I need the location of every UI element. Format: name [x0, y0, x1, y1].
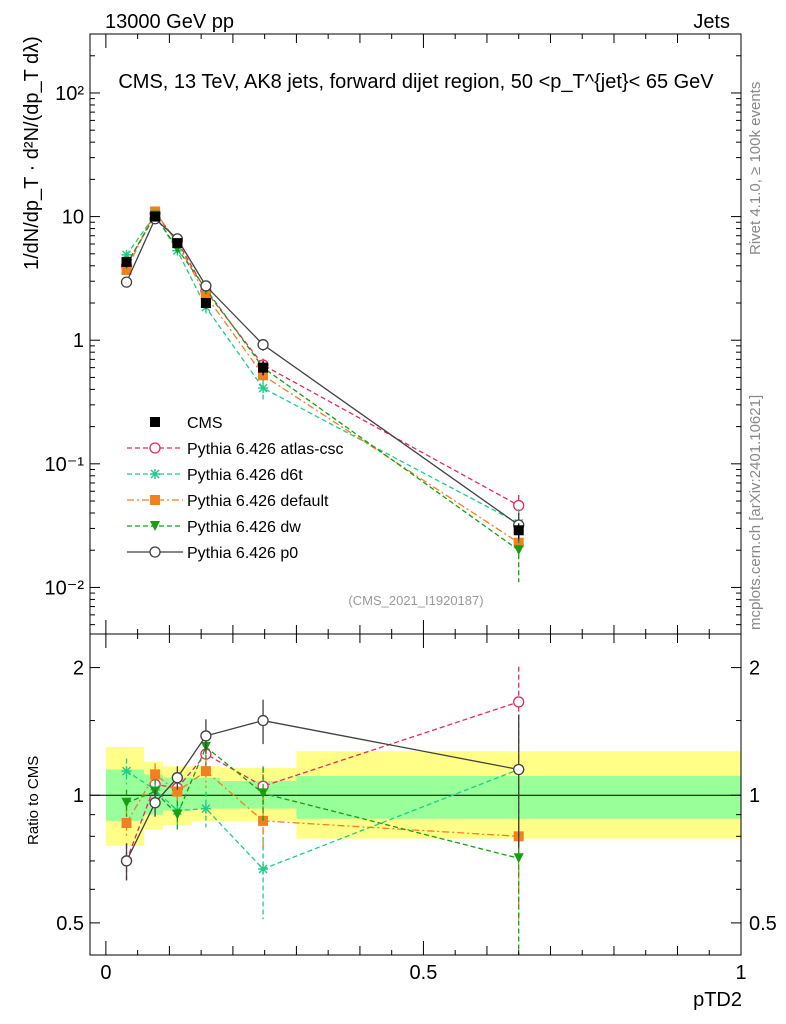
x-tick-label: 1 [735, 962, 746, 984]
cms-point-4 [258, 362, 269, 373]
legend: CMS Pythia 6.426 atlas-csc Pythia 6.426 d6… [127, 415, 344, 562]
main-series-1-line [125, 213, 520, 524]
main-series-3-group [121, 210, 524, 583]
legend-marker-4 [150, 521, 160, 531]
cms-point-2 [172, 238, 183, 249]
ratio-series-4-point-4 [257, 714, 269, 727]
ratio-series-4-point-1 [149, 797, 161, 809]
ratio-series-1-point-0 [121, 766, 132, 777]
legend-marker-0 [150, 417, 160, 427]
ratio-y-tick-label-right: 1 [749, 785, 760, 807]
ratio-series-0-line [125, 701, 519, 862]
axis-ticks: 10⁻² 10⁻¹ 1 10 10² 0.5 0.5 1 1 2 2 0 0.5 1 [45, 34, 777, 984]
main-series-1-point-0 [121, 249, 132, 260]
main-series-3-line [125, 214, 520, 551]
ratio-series-0-point-5 [513, 696, 525, 708]
main-y-tick-label: 10² [55, 83, 84, 105]
main-series-layer [120, 206, 525, 583]
ratio-y-tick-label-right: 2 [749, 658, 760, 680]
legend-label-0: CMS [187, 415, 223, 432]
main-series-2-point-0 [121, 264, 132, 275]
side-label-bottom: mcplots.cern.ch [arXiv:2401.10621] [747, 395, 764, 630]
legend-marker-1 [149, 442, 161, 454]
ratio-series-4-point-3 [200, 730, 212, 742]
main-frame [89, 33, 742, 635]
cms-point-3 [200, 297, 211, 308]
ratio-series-4-point-2 [171, 772, 183, 784]
ratio-series-2-point-0 [121, 818, 132, 829]
ratio-series-2-point-3 [200, 766, 211, 777]
main-series-2-point-3 [200, 290, 211, 301]
ratio-ylabel: Ratio to CMS [25, 756, 42, 845]
legend-label-3: Pythia 6.426 default [187, 493, 329, 510]
main-y-tick-label: 1 [73, 330, 84, 352]
ratio-series-4-point-5 [513, 763, 525, 776]
main-y-tick-label: 10⁻¹ [45, 454, 85, 476]
ratio-y-tick-label: 0.5 [56, 913, 84, 935]
ratio-series-layer [120, 666, 525, 955]
ratio-y-tick-label: 1 [73, 785, 84, 807]
main-series-4-point-3 [200, 280, 212, 292]
ratio-frame [89, 633, 742, 956]
ratio-series-3-point-2 [172, 809, 183, 820]
main-series-4-group [120, 213, 525, 541]
legend-label-2: Pythia 6.426 d6t [187, 467, 303, 484]
legend-label-1: Pythia 6.426 atlas-csc [187, 441, 344, 458]
chart-title: CMS, 13 TeV, AK8 jets, forward dijet reg… [118, 71, 714, 93]
ratio-y-tick-label: 2 [73, 658, 84, 680]
ratio-series-4-line [125, 719, 519, 862]
ratio-series-4-group [120, 699, 525, 881]
ratio-series-1-point-4 [258, 863, 269, 874]
main-series-4-line [125, 217, 520, 526]
ratio-series-3-line [126, 745, 519, 859]
legend-marker-5 [149, 546, 161, 558]
ratio-series-1-point-3 [200, 803, 211, 814]
main-series-0-point-5 [513, 499, 525, 512]
main-series-3-point-5 [513, 545, 524, 556]
side-label-top: Rivet 4.1.0, ≥ 100k events [747, 82, 764, 255]
main-y-tick-label: 10 [62, 207, 84, 229]
main-series-4-point-4 [257, 339, 269, 351]
legend-marker-3 [150, 495, 160, 505]
main-ylabel: 1/dN/dp_T · d²N/(dp_T dλ) [21, 36, 43, 270]
legend-marker-2 [150, 469, 160, 479]
x-tick-label: 0 [100, 962, 111, 984]
cms-data-group [121, 211, 524, 539]
ratio-series-3-point-4 [258, 788, 269, 799]
ratio-series-2-point-1 [150, 769, 161, 780]
cms-point-0 [121, 256, 132, 267]
cms-point-5 [513, 525, 524, 536]
ratio-series-3-point-0 [121, 797, 132, 808]
ratio-series-3-point-5 [513, 853, 524, 864]
ratio-y-tick-label-right: 0.5 [749, 913, 777, 935]
ratio-series-2-point-2 [172, 786, 183, 797]
axes-frames [89, 33, 742, 956]
x-tick-label: 0.5 [410, 962, 438, 984]
ratio-series-2-line [125, 770, 519, 837]
legend-label-5: Pythia 6.426 p0 [187, 545, 298, 562]
header-left: 13000 GeV pp [105, 11, 234, 33]
legend-label-4: Pythia 6.426 dw [187, 519, 301, 536]
x-axis-label: pTD2 [693, 989, 742, 1011]
header-right: Jets [693, 11, 730, 33]
cms-point-1 [150, 211, 161, 222]
main-series-1-point-4 [258, 383, 269, 394]
watermark: (CMS_2021_I1920187) [348, 593, 483, 608]
main-series-4-point-0 [120, 276, 133, 288]
ratio-series-4-point-0 [120, 855, 133, 867]
main-y-tick-label: 10⁻² [45, 577, 85, 599]
